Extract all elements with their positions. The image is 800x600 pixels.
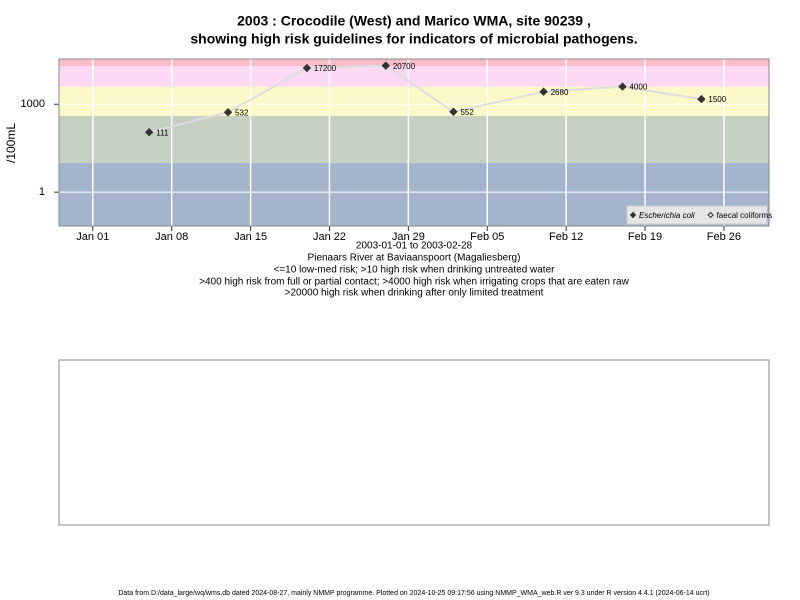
legend-label: Escherichia coli	[639, 211, 695, 220]
legend-label: faecal coliforms	[717, 211, 773, 220]
legend-marker	[629, 211, 637, 219]
legend-box	[626, 205, 768, 225]
x-tick-label: Jan 01	[76, 231, 109, 243]
x-tick-label: Jan 15	[234, 231, 267, 243]
data-point	[618, 82, 627, 91]
data-point	[539, 87, 548, 96]
data-label: 20700	[393, 62, 416, 71]
x-tick-label: Feb 05	[470, 231, 504, 243]
y-tick-label: 1	[39, 186, 45, 198]
note: >20000 high risk when drinking after onl…	[285, 288, 544, 299]
data-point	[144, 128, 154, 137]
y-tick-label: 1000	[21, 98, 45, 110]
risk-band	[59, 66, 769, 87]
footer: Data from D:/data_large/wq/wms.db dated …	[118, 590, 709, 597]
chart-title: 2003 : Crocodile (West) and Marico WMA, …	[237, 13, 591, 29]
data-label: 1500	[708, 95, 726, 104]
chart-subtitle: showing high risk guidelines for indicat…	[190, 31, 637, 47]
series-line	[148, 64, 702, 134]
data-point	[697, 94, 706, 104]
data-point	[449, 107, 458, 117]
x-tick-label: Feb 12	[549, 231, 583, 243]
x-tick-label: Jan 22	[313, 231, 346, 243]
risk-band	[59, 59, 769, 67]
data-label: 17200	[314, 64, 337, 73]
data-point	[381, 61, 391, 70]
risk-band	[59, 86, 769, 116]
x-tick-label: Feb 19	[628, 231, 662, 243]
data-label: 111	[156, 128, 169, 137]
note: >400 high risk from full or partial cont…	[199, 277, 629, 288]
note: Pienaars River at Baviaanspoort (Magalie…	[308, 253, 521, 264]
data-point	[302, 63, 312, 73]
x-tick-label: Jan 08	[155, 231, 188, 243]
legend-marker	[707, 211, 714, 219]
y-axis-label: /100mL	[4, 123, 18, 163]
risk-band	[59, 115, 769, 163]
data-point	[223, 108, 233, 117]
plot-frame	[58, 58, 770, 227]
note: <=10 low-med risk; >10 high risk when dr…	[274, 265, 556, 276]
data-label: 2680	[551, 88, 569, 97]
empty-panel	[58, 359, 770, 526]
x-tick-label: Feb 26	[707, 231, 741, 243]
data-label: 552	[460, 108, 474, 117]
x-axis-label: 2003-01-01 to 2003-02-28	[356, 241, 473, 252]
data-label: 532	[235, 108, 249, 117]
x-tick-label: Jan 29	[392, 231, 425, 243]
data-label: 4000	[629, 83, 647, 92]
